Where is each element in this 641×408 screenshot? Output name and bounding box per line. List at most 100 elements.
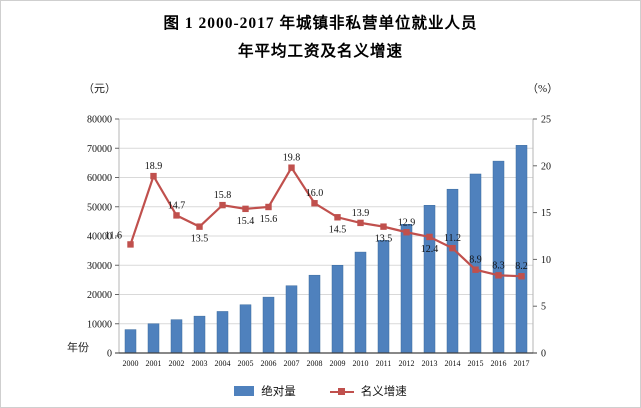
- x-axis-tick-label: 2008: [307, 359, 323, 368]
- bar-2003: [193, 315, 206, 354]
- line-marker-2008: [311, 200, 318, 207]
- line-marker-2015: [472, 266, 479, 273]
- bar-2009: [331, 265, 344, 354]
- bar-2006: [262, 296, 275, 354]
- line-marker-2014: [449, 244, 456, 252]
- legend-item-absolute-amount: 绝对量: [234, 383, 296, 399]
- data-label: 15.6: [260, 214, 278, 225]
- x-axis-tick-label: 2014: [445, 359, 461, 368]
- data-label: 8.9: [469, 255, 482, 266]
- bar-2007: [285, 285, 298, 354]
- line-marker-2001: [150, 172, 157, 180]
- bar-2017: [515, 145, 528, 354]
- x-axis-tick-label: 2010: [353, 359, 369, 368]
- bar-2013: [423, 205, 436, 354]
- data-label: 8.2: [515, 261, 528, 272]
- bar-2000: [124, 329, 137, 354]
- x-axis-tick-label: 2013: [422, 359, 438, 368]
- line-marker-2002: [173, 212, 180, 219]
- data-label: 15.8: [214, 190, 232, 201]
- bar-2016: [492, 160, 505, 354]
- data-label: 13.5: [375, 234, 393, 245]
- line-marker-2017: [518, 273, 525, 280]
- left-axis-tick-label: 50000: [87, 202, 112, 213]
- line-marker-2007: [288, 164, 295, 171]
- data-label: 13.9: [352, 208, 370, 219]
- right-axis-tick-label: 20: [541, 161, 551, 172]
- x-axis-tick-label: 2004: [215, 359, 231, 368]
- bar-2008: [308, 274, 321, 354]
- x-axis-tick-label: 2003: [192, 359, 208, 368]
- right-axis-tick-label: 5: [541, 302, 546, 313]
- x-axis-tick-label: 2002: [169, 359, 185, 368]
- data-label: 15.4: [237, 216, 255, 227]
- line-marker-2009: [334, 214, 341, 221]
- data-label: 14.5: [329, 224, 347, 235]
- line-marker-2006: [265, 203, 272, 211]
- legend-label-absolute-amount: 绝对量: [261, 386, 296, 398]
- x-axis-tick-label: 2006: [261, 359, 277, 368]
- bar-2005: [239, 304, 252, 354]
- bar-2012: [400, 224, 413, 354]
- line-marker-2010: [357, 219, 364, 227]
- data-label: 11.6: [105, 230, 122, 241]
- x-axis-tick-label: 2007: [284, 359, 300, 368]
- figure-title-line1: 图 1 2000-2017 年城镇非私营单位就业人员: [163, 15, 478, 32]
- data-label: 11.2: [444, 233, 461, 244]
- line-marker-2000: [127, 241, 134, 248]
- bar-2004: [216, 311, 229, 354]
- right-axis-tick-label: 25: [541, 115, 551, 126]
- x-axis-tick-label: 2001: [146, 359, 162, 368]
- right-axis-tick-label: 15: [541, 208, 551, 219]
- x-axis-tick-label: 2016: [491, 359, 507, 368]
- legend-label-nominal-growth: 名义增速: [360, 386, 407, 398]
- x-axis-label: 年份: [67, 342, 89, 354]
- left-axis-tick-label: 0: [107, 349, 112, 360]
- right-axis-tick-label: 10: [541, 255, 551, 266]
- data-label: 12.9: [398, 217, 416, 228]
- bar-2002: [170, 319, 183, 354]
- line-marker-2012: [403, 229, 410, 236]
- left-axis-unit: （元）: [83, 83, 116, 95]
- x-axis-tick-label: 2000: [123, 359, 139, 368]
- data-label: 19.8: [283, 153, 301, 164]
- figure-title-line2: 年平均工资及名义增速: [237, 43, 403, 60]
- bar-series-swatch: [234, 386, 255, 396]
- line-marker-2013: [426, 233, 433, 241]
- x-axis-tick-label: 2012: [399, 359, 415, 368]
- right-axis-tick-label: 0: [541, 349, 546, 360]
- line-marker-2016: [495, 272, 502, 279]
- x-axis-tick-label: 2005: [238, 359, 254, 368]
- left-axis-tick-label: 20000: [87, 290, 112, 301]
- growth-line: [129, 165, 522, 278]
- line-marker-2004: [219, 201, 226, 209]
- x-axis-tick-label: 2009: [330, 359, 346, 368]
- data-label: 18.9: [145, 161, 163, 172]
- right-axis-unit: （%）: [527, 83, 559, 95]
- data-label: 14.7: [168, 200, 186, 211]
- data-label: 13.5: [191, 234, 209, 245]
- legend-item-nominal-growth: 名义增速: [329, 383, 407, 399]
- left-axis-tick-label: 30000: [87, 261, 112, 272]
- left-axis-tick-label: 40000: [87, 232, 112, 243]
- left-axis-tick-label: 60000: [87, 173, 112, 184]
- bar-2011: [377, 240, 390, 354]
- data-label: 8.3: [492, 260, 505, 271]
- line-marker-2011: [380, 223, 387, 230]
- x-axis-tick-label: 2015: [468, 359, 484, 368]
- x-axis-tick-label: 2017: [514, 359, 530, 368]
- bar-2015: [469, 173, 482, 354]
- data-label: 12.4: [421, 244, 439, 255]
- data-label: 16.0: [306, 188, 324, 199]
- line-series-swatch: [329, 387, 354, 396]
- left-axis-tick-label: 80000: [87, 115, 112, 126]
- bar-2010: [354, 251, 367, 354]
- bar-2014: [446, 188, 459, 354]
- left-axis-tick-label: 70000: [87, 144, 112, 155]
- x-axis-tick-label: 2011: [376, 359, 392, 368]
- line-marker-2005: [242, 205, 249, 213]
- left-axis-tick-label: 10000: [87, 319, 112, 330]
- bar-2001: [147, 323, 160, 354]
